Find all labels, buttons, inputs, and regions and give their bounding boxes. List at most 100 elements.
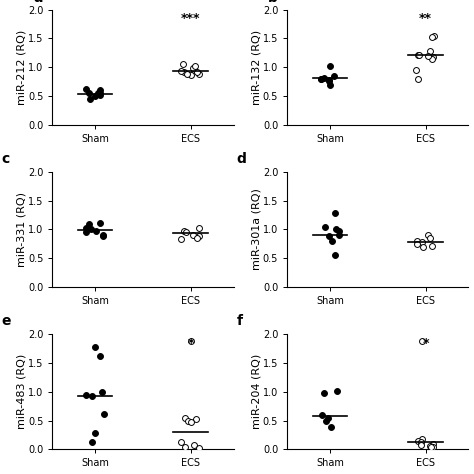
Point <box>196 225 203 232</box>
Point <box>189 64 197 72</box>
Point <box>428 443 436 450</box>
Point <box>100 410 108 418</box>
Point <box>317 75 325 82</box>
Point <box>195 445 203 452</box>
Point <box>192 416 200 423</box>
Point <box>414 437 422 445</box>
Point <box>190 441 198 448</box>
Point <box>335 227 343 235</box>
Point <box>94 90 101 97</box>
Point <box>328 237 336 245</box>
Point <box>88 392 95 400</box>
Point <box>320 389 328 397</box>
Point <box>418 435 426 443</box>
Point <box>325 77 332 85</box>
Point <box>424 52 432 60</box>
Point <box>91 429 99 437</box>
Point <box>414 75 422 82</box>
Point <box>321 223 329 230</box>
Point <box>414 51 422 58</box>
Point <box>419 243 427 251</box>
Point <box>326 76 333 84</box>
Point <box>187 71 195 79</box>
Text: ***: *** <box>181 12 201 26</box>
Point <box>97 352 104 360</box>
Point <box>182 414 189 421</box>
Point <box>333 387 341 394</box>
Point <box>177 236 185 243</box>
Point <box>426 47 434 55</box>
Point <box>181 443 189 450</box>
Point <box>188 418 195 426</box>
Point <box>417 439 425 447</box>
Point <box>418 238 426 246</box>
Text: a: a <box>33 0 43 5</box>
Point <box>177 67 185 75</box>
Point <box>326 233 333 240</box>
Point <box>326 63 334 70</box>
Point <box>91 343 99 350</box>
Point <box>96 87 104 94</box>
Y-axis label: miR-212 (RQ): miR-212 (RQ) <box>17 30 27 105</box>
Point <box>430 32 438 39</box>
Point <box>100 233 107 240</box>
Point <box>418 337 426 345</box>
Point <box>86 90 93 97</box>
Point <box>99 388 106 395</box>
Y-axis label: miR-331 (RQ): miR-331 (RQ) <box>17 192 27 267</box>
Point <box>96 91 104 99</box>
Point <box>91 92 99 100</box>
Point <box>191 66 198 74</box>
Point <box>191 63 199 70</box>
Point <box>82 225 90 232</box>
Point <box>332 252 339 259</box>
Text: *: * <box>187 337 194 350</box>
Point <box>417 441 425 448</box>
Point <box>318 411 326 419</box>
Text: d: d <box>237 152 246 166</box>
Point <box>428 443 435 451</box>
Point <box>86 95 94 103</box>
Point <box>428 242 436 249</box>
Point <box>195 71 203 78</box>
Point <box>327 424 335 431</box>
Point <box>428 55 436 63</box>
Point <box>188 337 195 345</box>
Point <box>88 439 96 447</box>
Point <box>332 210 339 217</box>
Text: *: * <box>422 337 429 350</box>
Point <box>413 237 420 245</box>
Point <box>99 231 107 239</box>
Point <box>317 75 325 82</box>
Y-axis label: miR-132 (RQ): miR-132 (RQ) <box>251 30 262 105</box>
Point <box>430 440 438 447</box>
Text: c: c <box>1 152 10 166</box>
Point <box>426 442 433 450</box>
Point <box>412 66 420 74</box>
Y-axis label: miR-204 (RQ): miR-204 (RQ) <box>251 354 262 429</box>
Point <box>92 227 100 235</box>
Point <box>429 53 437 61</box>
Point <box>193 68 201 76</box>
Point <box>96 219 104 227</box>
Point <box>82 391 90 398</box>
Text: e: e <box>1 314 11 328</box>
Point <box>183 71 191 78</box>
Point <box>333 226 340 233</box>
Point <box>336 231 343 239</box>
Point <box>179 61 187 68</box>
Point <box>426 234 434 242</box>
Point <box>182 228 190 236</box>
Point <box>428 34 436 41</box>
Text: f: f <box>237 314 243 328</box>
Y-axis label: miR-301a (RQ): miR-301a (RQ) <box>251 189 262 271</box>
Point <box>322 417 329 424</box>
Point <box>184 417 191 424</box>
Point <box>97 90 104 97</box>
Point <box>87 226 94 233</box>
Text: **: ** <box>419 12 432 26</box>
Point <box>424 231 432 239</box>
Point <box>189 231 196 239</box>
Point <box>85 220 92 228</box>
Text: b: b <box>268 0 278 5</box>
